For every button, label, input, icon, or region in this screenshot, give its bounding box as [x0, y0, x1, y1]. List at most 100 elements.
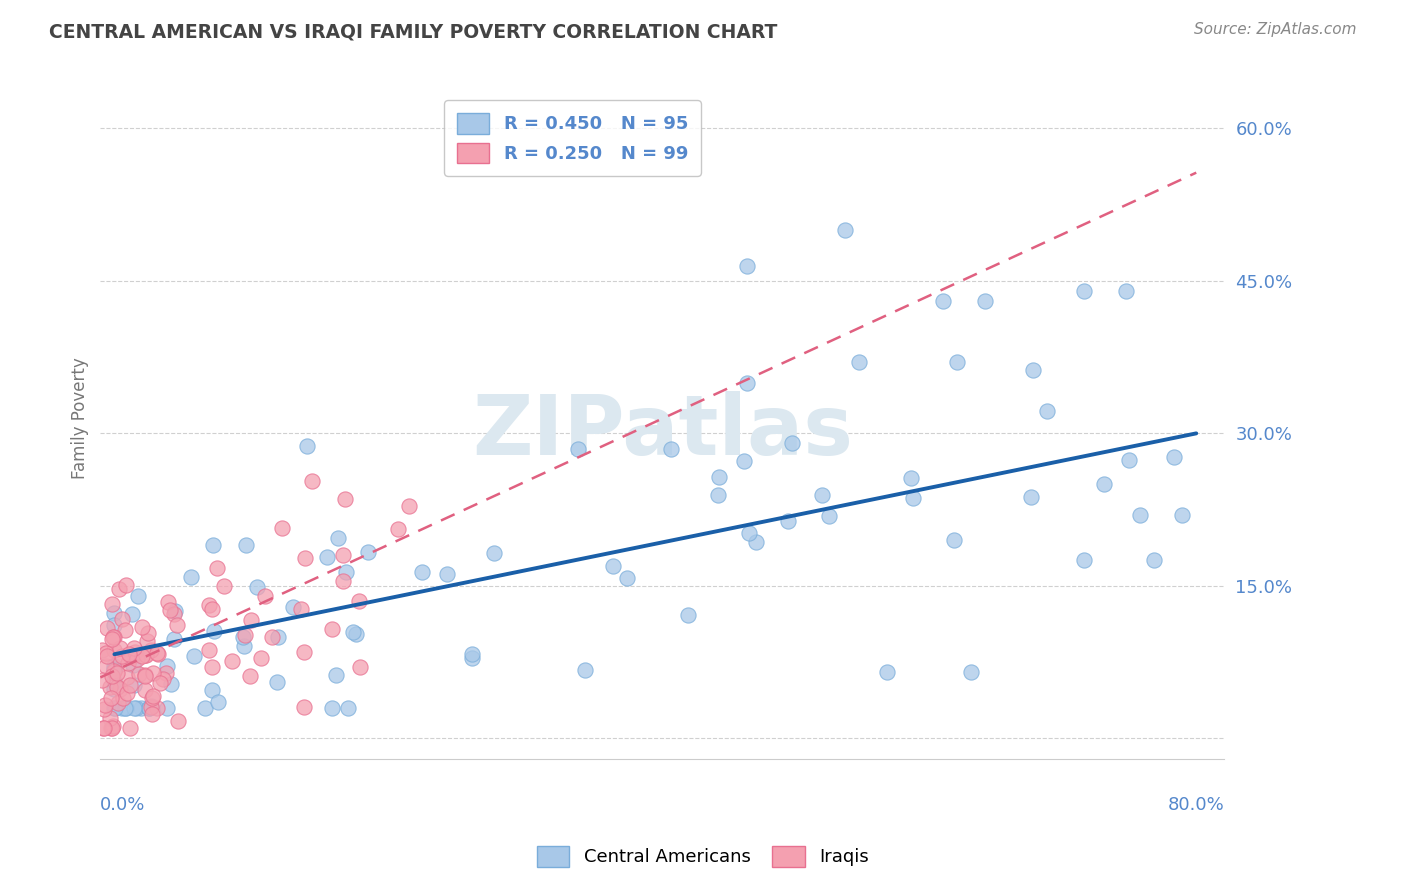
Point — [124, 645, 146, 659]
Point — [129, 701, 152, 715]
Point — [943, 533, 966, 547]
Point — [103, 663, 125, 677]
Point — [1019, 491, 1042, 505]
Point — [1163, 450, 1185, 464]
Point — [1115, 284, 1137, 298]
Point — [325, 667, 347, 681]
Point — [321, 622, 343, 636]
Point — [124, 701, 146, 715]
Point — [157, 595, 180, 609]
Point — [141, 700, 163, 714]
Point — [1073, 284, 1095, 298]
Point — [253, 589, 276, 603]
Point — [333, 492, 356, 507]
Point — [100, 721, 122, 735]
Point — [183, 649, 205, 664]
Point — [103, 658, 125, 673]
Point — [134, 668, 156, 682]
Point — [482, 546, 505, 560]
Point — [194, 701, 217, 715]
Point — [105, 680, 128, 694]
Point — [398, 500, 420, 514]
Point — [90, 673, 112, 687]
Point — [262, 630, 284, 644]
Point — [103, 618, 125, 632]
Point — [295, 439, 318, 453]
Point — [118, 647, 141, 661]
Point — [111, 612, 134, 626]
Point — [114, 701, 136, 715]
Text: 80.0%: 80.0% — [1167, 797, 1225, 814]
Point — [136, 626, 159, 640]
Point — [294, 700, 316, 714]
Point — [136, 633, 159, 648]
Point — [201, 601, 224, 615]
Point — [818, 509, 841, 524]
Point — [1118, 453, 1140, 467]
Point — [103, 630, 125, 644]
Point — [357, 544, 380, 558]
Point — [411, 566, 433, 580]
Point — [120, 650, 142, 665]
Point — [233, 639, 256, 653]
Point — [202, 538, 225, 552]
Point — [301, 474, 323, 488]
Point — [678, 608, 700, 623]
Point — [180, 570, 202, 584]
Point — [103, 606, 125, 620]
Point — [134, 648, 156, 662]
Point — [104, 701, 127, 715]
Point — [108, 652, 131, 666]
Y-axis label: Family Poverty: Family Poverty — [72, 357, 89, 479]
Point — [131, 620, 153, 634]
Point — [111, 701, 134, 715]
Point — [108, 641, 131, 656]
Point — [207, 695, 229, 709]
Point — [167, 714, 190, 729]
Point — [461, 651, 484, 665]
Point — [134, 683, 156, 698]
Point — [122, 701, 145, 715]
Point — [332, 574, 354, 589]
Text: ZIPatlas: ZIPatlas — [472, 392, 853, 472]
Point — [115, 578, 138, 592]
Point — [103, 674, 125, 689]
Point — [233, 628, 256, 642]
Point — [93, 721, 115, 735]
Point — [707, 469, 730, 483]
Point — [141, 691, 163, 706]
Point — [121, 607, 143, 621]
Point — [138, 701, 160, 715]
Point — [461, 648, 484, 662]
Point — [141, 643, 163, 657]
Point — [932, 294, 955, 309]
Point — [141, 707, 163, 722]
Point — [162, 607, 184, 622]
Point — [347, 594, 370, 608]
Point — [342, 624, 364, 639]
Point — [782, 436, 804, 450]
Point — [166, 618, 188, 632]
Point — [198, 643, 221, 657]
Point — [745, 535, 768, 549]
Point — [1073, 553, 1095, 567]
Point — [122, 641, 145, 656]
Point — [127, 652, 149, 666]
Point — [94, 646, 117, 660]
Point — [111, 648, 134, 663]
Point — [108, 681, 131, 696]
Text: Source: ZipAtlas.com: Source: ZipAtlas.com — [1194, 22, 1357, 37]
Point — [108, 582, 131, 596]
Point — [118, 678, 141, 692]
Point — [107, 696, 129, 710]
Point — [221, 654, 243, 668]
Point — [1022, 362, 1045, 376]
Point — [200, 660, 222, 674]
Point — [1143, 553, 1166, 567]
Point — [733, 454, 755, 468]
Point — [163, 604, 186, 618]
Point — [160, 676, 183, 690]
Point — [148, 647, 170, 661]
Point — [93, 702, 115, 716]
Point — [103, 662, 125, 676]
